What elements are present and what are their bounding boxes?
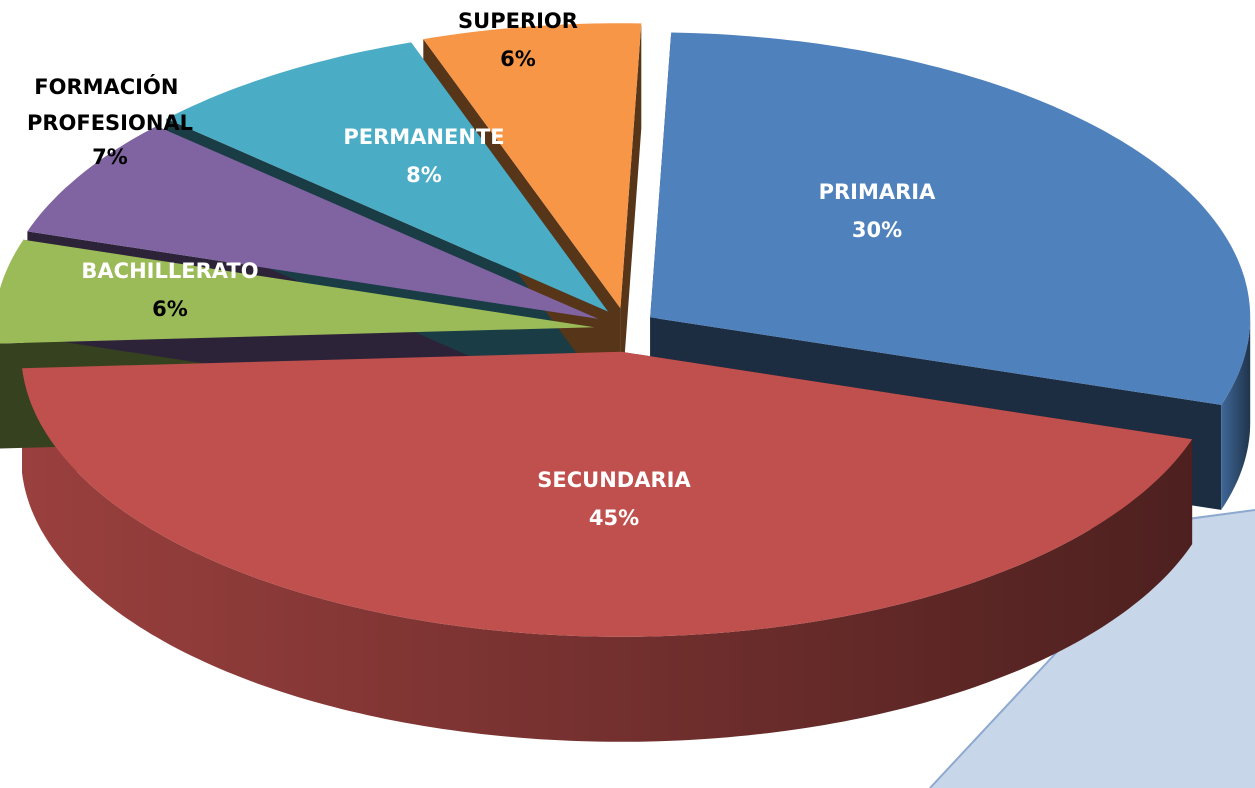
slice-value-label: 7% [92,145,128,169]
slice-wall [22,368,1193,742]
slice-top [423,23,642,309]
slice-label: SUPERIOR [458,9,578,33]
slice-value-label: 6% [500,47,536,71]
slice-top [650,32,1251,405]
slice-top [22,351,1193,637]
slice-label: FORMACIÓN PROFESIONAL [27,74,193,135]
slice-label: PRIMARIA [819,180,937,204]
slice-value-label: 30% [852,218,902,242]
background-panel [930,510,1255,788]
slice-label: BACHILLERATO [81,259,258,283]
slice-value-label: 45% [589,506,639,530]
slice-top [0,239,595,344]
slice-side [620,23,642,414]
slice-value-label: 6% [152,297,188,321]
slice-wall [1221,317,1251,510]
slice-label: SECUNDARIA [537,468,691,492]
slice-top [27,126,599,319]
slice-label: PERMANENTE [343,125,504,149]
slice-top [166,42,609,312]
slice-tops [0,23,1251,637]
slice-value-label: 8% [406,163,442,187]
